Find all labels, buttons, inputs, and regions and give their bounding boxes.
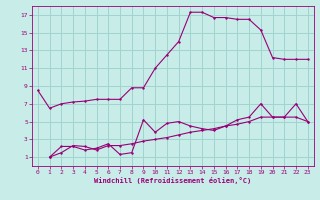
X-axis label: Windchill (Refroidissement éolien,°C): Windchill (Refroidissement éolien,°C) xyxy=(94,177,252,184)
